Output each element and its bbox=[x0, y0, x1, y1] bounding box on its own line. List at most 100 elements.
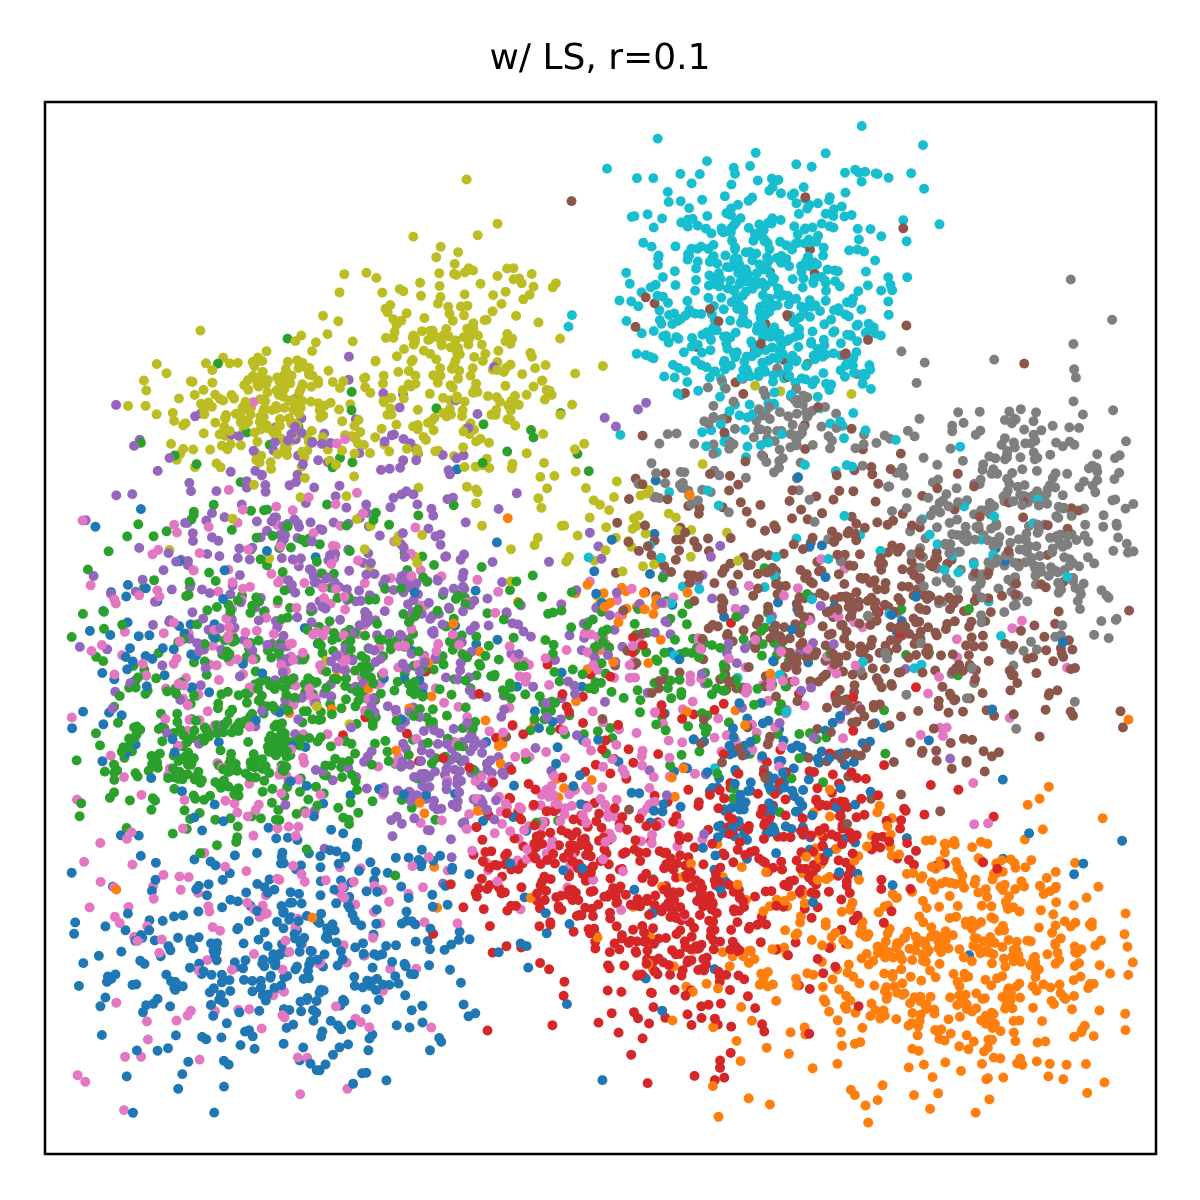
scatter-point-series-8 bbox=[459, 396, 470, 407]
scatter-point-series-7 bbox=[1120, 503, 1131, 514]
scatter-point-series-2 bbox=[534, 691, 545, 702]
scatter-point-series-2 bbox=[296, 534, 307, 545]
scatter-point-series-4 bbox=[107, 703, 118, 714]
scatter-point-series-4 bbox=[360, 606, 371, 617]
scatter-point-series-2 bbox=[227, 704, 238, 715]
scatter-point-series-8 bbox=[452, 348, 463, 359]
scatter-point-series-4 bbox=[432, 739, 443, 749]
scatter-point-series-3 bbox=[835, 796, 846, 807]
scatter-point-series-2 bbox=[478, 419, 489, 430]
scatter-point-series-8 bbox=[412, 404, 423, 415]
scatter-point-series-7 bbox=[973, 521, 984, 531]
scatter-point-series-0 bbox=[120, 925, 131, 936]
scatter-point-series-1 bbox=[980, 884, 991, 895]
scatter-point-series-0 bbox=[189, 854, 200, 865]
scatter-point-series-8 bbox=[203, 397, 214, 408]
scatter-point-series-4 bbox=[269, 437, 280, 448]
scatter-point-series-7 bbox=[660, 478, 671, 489]
scatter-point-series-8 bbox=[310, 337, 321, 348]
scatter-point-series-6 bbox=[505, 826, 516, 837]
scatter-point-series-8 bbox=[279, 402, 290, 413]
scatter-point-series-0 bbox=[417, 1017, 428, 1028]
scatter-point-series-1 bbox=[1031, 1056, 1042, 1067]
scatter-point-series-1 bbox=[968, 1036, 979, 1047]
scatter-point-series-1 bbox=[845, 902, 856, 913]
scatter-point-series-9 bbox=[716, 223, 727, 234]
scatter-point-series-8 bbox=[405, 381, 416, 392]
scatter-point-series-3 bbox=[547, 1020, 558, 1031]
scatter-point-series-1 bbox=[648, 609, 659, 619]
scatter-point-series-9 bbox=[720, 250, 731, 261]
scatter-point-series-5 bbox=[735, 497, 746, 508]
scatter-point-series-7 bbox=[1017, 464, 1028, 475]
scatter-point-series-9 bbox=[798, 308, 809, 319]
scatter-point-series-3 bbox=[806, 912, 817, 923]
scatter-point-series-8 bbox=[198, 384, 209, 395]
scatter-point-series-3 bbox=[836, 894, 847, 905]
scatter-point-series-0 bbox=[493, 947, 504, 958]
scatter-point-series-6 bbox=[709, 732, 720, 743]
scatter-point-series-4 bbox=[477, 747, 488, 758]
scatter-point-series-2 bbox=[231, 837, 242, 847]
scatter-point-series-9 bbox=[784, 261, 795, 272]
scatter-point-series-2 bbox=[188, 790, 199, 801]
scatter-point-series-8 bbox=[472, 230, 483, 241]
scatter-point-series-8 bbox=[196, 398, 206, 409]
scatter-point-series-4 bbox=[460, 517, 471, 528]
scatter-point-series-2 bbox=[475, 660, 486, 671]
scatter-point-series-4 bbox=[384, 463, 395, 474]
scatter-point-series-3 bbox=[988, 811, 999, 822]
scatter-point-series-5 bbox=[846, 423, 857, 434]
scatter-point-series-1 bbox=[639, 604, 650, 615]
scatter-point-series-0 bbox=[263, 822, 274, 833]
scatter-point-series-8 bbox=[481, 314, 492, 325]
scatter-point-series-0 bbox=[771, 848, 782, 859]
scatter-point-series-8 bbox=[450, 335, 461, 346]
scatter-point-series-1 bbox=[1010, 1036, 1021, 1047]
scatter-point-series-4 bbox=[448, 723, 459, 734]
scatter-point-series-0 bbox=[66, 867, 77, 878]
scatter-point-series-5 bbox=[1029, 620, 1040, 631]
scatter-point-series-8 bbox=[341, 491, 352, 502]
scatter-point-series-8 bbox=[214, 429, 225, 440]
scatter-point-series-6 bbox=[611, 794, 622, 805]
scatter-point-series-6 bbox=[331, 584, 341, 595]
scatter-point-series-8 bbox=[322, 329, 333, 340]
scatter-point-series-2 bbox=[505, 585, 515, 596]
scatter-point-series-2 bbox=[367, 720, 378, 731]
scatter-point-series-2 bbox=[366, 672, 376, 683]
scatter-point-series-3 bbox=[616, 986, 627, 997]
scatter-point-series-7 bbox=[1011, 723, 1022, 734]
scatter-point-series-2 bbox=[313, 637, 324, 648]
scatter-point-series-3 bbox=[695, 878, 706, 889]
scatter-point-series-6 bbox=[353, 555, 363, 566]
scatter-point-series-9 bbox=[833, 303, 844, 314]
scatter-point-series-9 bbox=[924, 529, 935, 540]
scatter-point-series-0 bbox=[279, 972, 290, 983]
scatter-point-series-5 bbox=[762, 739, 773, 750]
scatter-point-series-4 bbox=[206, 532, 217, 543]
scatter-point-series-9 bbox=[706, 228, 717, 239]
scatter-point-series-6 bbox=[268, 629, 279, 639]
scatter-point-series-2 bbox=[480, 650, 491, 661]
scatter-point-series-6 bbox=[616, 905, 627, 915]
scatter-point-series-1 bbox=[1081, 892, 1092, 903]
scatter-point-series-6 bbox=[154, 947, 165, 958]
scatter-point-series-1 bbox=[860, 1100, 871, 1111]
scatter-point-series-9 bbox=[932, 539, 943, 550]
scatter-point-series-4 bbox=[633, 404, 643, 415]
scatter-point-series-5 bbox=[946, 763, 957, 774]
scatter-point-series-3 bbox=[509, 833, 520, 844]
scatter-point-series-4 bbox=[197, 584, 207, 595]
scatter-point-series-8 bbox=[492, 218, 503, 229]
scatter-point-series-0 bbox=[177, 1069, 188, 1080]
scatter-point-series-2 bbox=[618, 692, 629, 703]
scatter-point-series-0 bbox=[391, 940, 401, 951]
scatter-point-series-1 bbox=[997, 942, 1008, 952]
scatter-point-series-8 bbox=[549, 470, 560, 481]
scatter-point-series-9 bbox=[705, 333, 716, 344]
scatter-point-series-6 bbox=[364, 1022, 375, 1033]
scatter-point-series-9 bbox=[702, 211, 713, 221]
scatter-point-series-0 bbox=[240, 955, 251, 966]
scatter-point-series-3 bbox=[696, 1013, 707, 1023]
